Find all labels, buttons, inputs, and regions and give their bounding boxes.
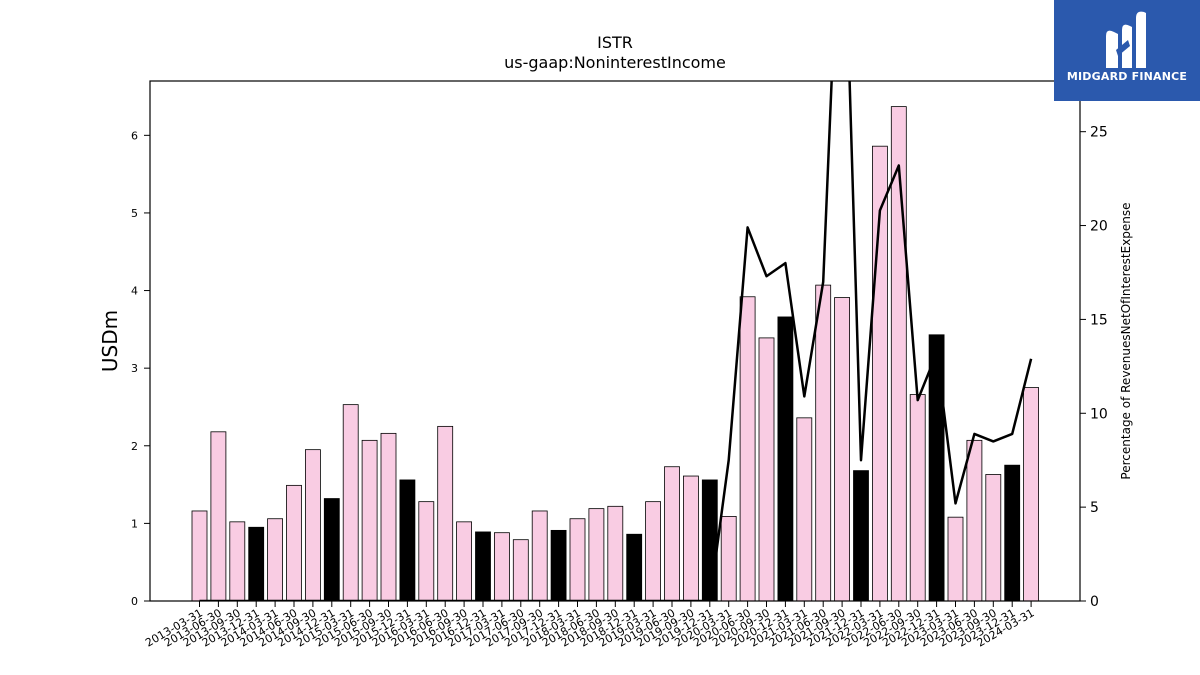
bar-2018-09-30 — [607, 505, 624, 601]
bar-2013-03-31 — [191, 510, 208, 601]
bar-2022-06-30 — [890, 106, 907, 601]
bar-2020-06-30 — [739, 296, 756, 601]
midgard-finance-logo: MIDGARD FINANCE — [1054, 0, 1200, 101]
bar-2023-09-30 — [985, 474, 1002, 601]
bar-2019-09-30 — [683, 475, 699, 601]
bar-2021-12-31 — [853, 470, 869, 601]
bar-2014-09-30 — [304, 449, 321, 601]
y2-tick-label: 15 — [1090, 312, 1108, 328]
bar-2013-06-30 — [210, 431, 227, 601]
bar-2018-03-31 — [569, 518, 586, 601]
bar-2023-06-30 — [966, 439, 983, 601]
bar-2020-09-30 — [758, 337, 775, 601]
bar-2016-09-30 — [456, 521, 473, 601]
ratio-line — [199, 81, 1033, 601]
bar-2016-12-31 — [475, 531, 491, 601]
bar-2022-12-31 — [928, 334, 945, 601]
bar-2015-03-31 — [342, 404, 359, 601]
y-tick-label: 5 — [131, 207, 138, 220]
y-tick-label: 6 — [131, 129, 138, 142]
bar-2017-12-31 — [550, 529, 567, 601]
y2-tick-label: 20 — [1090, 219, 1108, 235]
bar-2019-06-30 — [664, 466, 680, 601]
y2-tick-label: 10 — [1090, 406, 1108, 422]
y2-tick-label: 0 — [1090, 594, 1099, 610]
bar-2017-06-30 — [512, 539, 529, 601]
bar-2020-03-31 — [720, 516, 737, 601]
chart-subtitle: us-gaap:NoninterestIncome — [504, 53, 726, 72]
bar-2013-09-30 — [229, 521, 246, 601]
bar-2016-06-30 — [437, 425, 454, 601]
y2-axis-label: Percentage of RevenuesNetOfInterestExpen… — [1119, 202, 1133, 479]
bar-2021-06-30 — [815, 284, 832, 601]
bar-2016-03-31 — [418, 501, 435, 601]
y-axis-label: USDm — [98, 310, 122, 372]
bar-2015-09-30 — [380, 432, 397, 601]
bar-2019-03-31 — [645, 501, 661, 601]
bar-2017-03-31 — [493, 532, 510, 601]
y-tick-label: 0 — [131, 595, 138, 608]
bar-2024-03-31 — [1023, 387, 1039, 601]
bar-2021-03-31 — [796, 417, 813, 601]
chart-title: ISTR — [597, 33, 633, 52]
y-tick-label: 2 — [131, 440, 138, 453]
bar-2013-12-31 — [248, 526, 265, 601]
bar-2021-09-30 — [834, 297, 850, 601]
bar-2019-12-31 — [701, 479, 718, 601]
bar-2014-03-31 — [267, 518, 284, 601]
logo-text: MIDGARD FINANCE — [1066, 70, 1188, 83]
y-tick-label: 3 — [131, 362, 138, 375]
bar-2023-12-31 — [1004, 464, 1021, 601]
bar-2015-12-31 — [399, 479, 416, 601]
y-tick-label: 4 — [131, 285, 138, 298]
y2-tick-label: 25 — [1090, 125, 1108, 141]
midgard-m-icon — [1106, 11, 1146, 69]
bar-2015-06-30 — [361, 439, 378, 601]
bar-2022-09-30 — [909, 394, 926, 601]
bar-2018-06-30 — [588, 508, 605, 601]
bar-2014-06-30 — [286, 484, 302, 601]
y2-tick-label: 5 — [1090, 500, 1099, 516]
bar-2023-03-31 — [947, 516, 964, 601]
bar-2017-09-30 — [531, 510, 548, 601]
y-tick-label: 1 — [131, 517, 138, 530]
bar-2014-12-31 — [323, 498, 340, 601]
bar-2018-12-31 — [626, 533, 643, 601]
bar-2020-12-31 — [777, 316, 794, 601]
